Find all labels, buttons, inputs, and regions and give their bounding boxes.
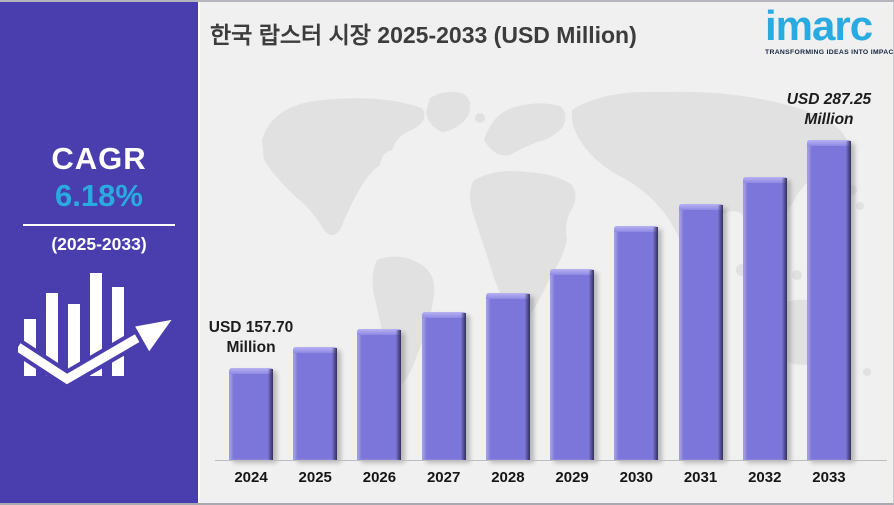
x-tick-label-2025: 2025	[298, 469, 332, 486]
chart-area: 한국 랍스터 시장 2025-2033 (USD Million) imarc …	[202, 2, 893, 503]
bar-2030	[614, 226, 659, 460]
x-tick-label-2032: 2032	[748, 469, 782, 486]
chart-title: 한국 랍스터 시장 2025-2033 (USD Million)	[210, 22, 637, 48]
cagr-label: CAGR	[51, 141, 147, 176]
divider-line	[23, 223, 175, 226]
bar-2031	[678, 204, 723, 460]
cagr-period: (2025-2033)	[51, 233, 147, 254]
x-tick-label-2026: 2026	[362, 469, 397, 486]
x-tick-label-2027: 2027	[426, 469, 461, 486]
cagr-panel: CAGR 6.18% (2025-2033)	[0, 2, 200, 503]
bar-2033	[806, 140, 851, 460]
bar-2027	[421, 312, 466, 460]
x-tick-label-2031: 2031	[683, 469, 718, 486]
bar-2028	[485, 293, 530, 460]
x-tick-label-2033: 2033	[812, 469, 846, 486]
bar-2026	[357, 329, 402, 460]
x-axis-line	[215, 460, 887, 461]
x-tick-label-2024: 2024	[234, 469, 268, 486]
imarc-logo: imarc TRANSFORMING IDEAS INTO IMPACT	[765, 2, 894, 57]
bar-2024	[229, 368, 273, 460]
imarc-logo-text: imarc	[765, 2, 873, 49]
cagr-value: 6.18%	[55, 178, 143, 214]
bar-2029	[550, 269, 595, 460]
value-label-2024: USD 157.70 Million	[208, 319, 294, 356]
bar-2032	[742, 177, 787, 460]
x-tick-label-2029: 2029	[555, 469, 589, 486]
bar-chart-growth-arrow-icon	[18, 272, 180, 386]
x-tick-label-2030: 2030	[619, 469, 653, 486]
bar-2025	[293, 347, 338, 460]
x-tick-label-2028: 2028	[491, 469, 525, 486]
imarc-logo-tagline: TRANSFORMING IDEAS INTO IMPACT	[765, 49, 894, 57]
value-label-2033: USD 287.25 Million	[786, 91, 872, 128]
